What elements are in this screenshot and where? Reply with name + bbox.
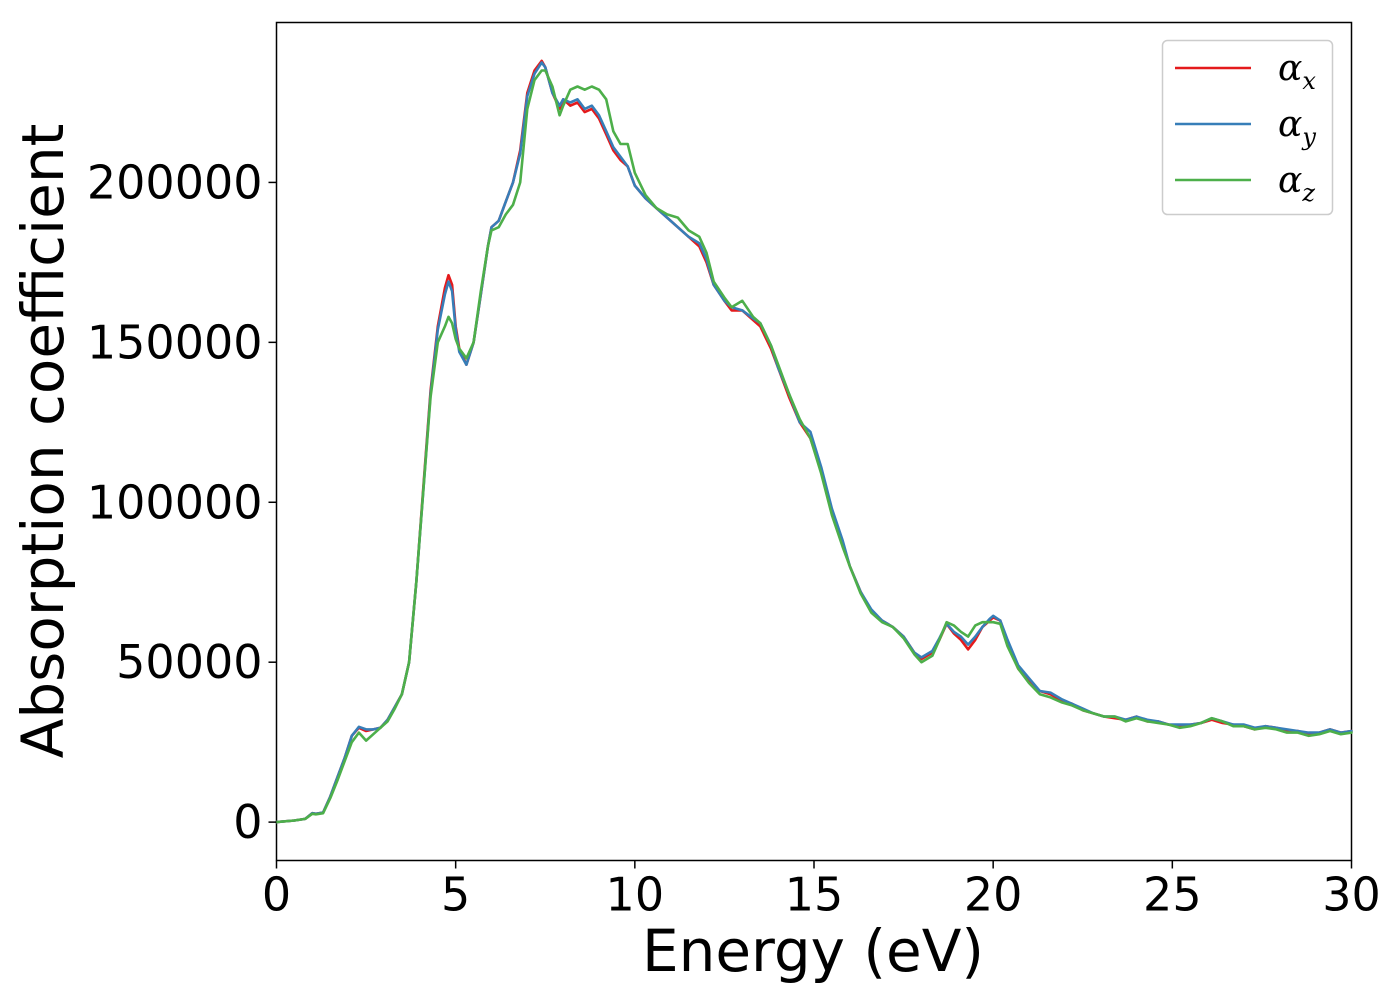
y-tick-label: 150000: [87, 315, 263, 369]
series-line-z: [275, 69, 1353, 824]
x-tick-label: 5: [441, 868, 470, 922]
x-tick-label: 30: [1322, 868, 1381, 922]
legend-subscript: x: [1302, 67, 1316, 95]
legend-subscript: z: [1301, 179, 1315, 207]
y-axis: 0 50000 100000 150000 200000: [87, 155, 277, 849]
y-tick-label: 50000: [116, 635, 262, 689]
series-layer: [275, 59, 1353, 824]
x-axis: 0 5 10 15 20 25 30: [262, 860, 1381, 922]
legend-box: [1161, 39, 1334, 216]
x-tick-label: 25: [1143, 868, 1202, 922]
y-tick-label: 200000: [87, 155, 263, 209]
series-line-y: [275, 61, 1353, 824]
x-tick-label: 10: [606, 868, 665, 922]
y-tick-label: 0: [233, 795, 262, 849]
x-tick-label: 0: [262, 868, 291, 922]
y-tick-label: 100000: [87, 475, 263, 529]
x-axis-title: Energy (eV): [642, 917, 984, 985]
x-tick-label: 20: [964, 868, 1023, 922]
y-axis-title: Absorption coefficient: [9, 124, 77, 759]
legend-subscript: y: [1301, 123, 1316, 151]
x-tick-label: 15: [785, 868, 844, 922]
